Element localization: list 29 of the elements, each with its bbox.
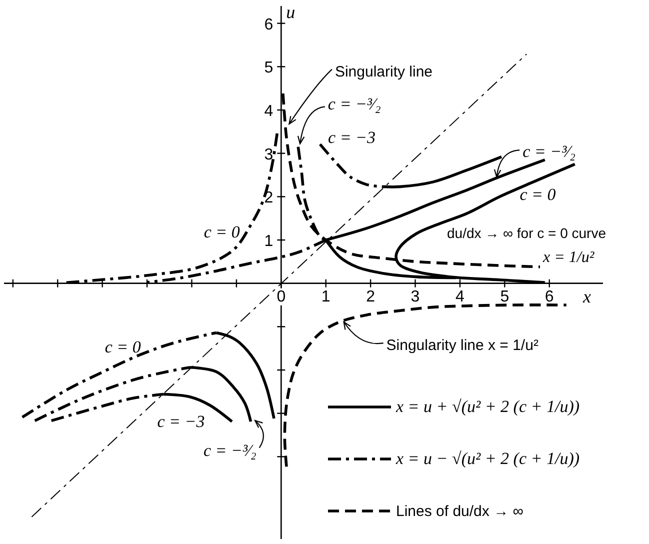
legend-label: x = u − √(u² + 2 (c + 1/u)) xyxy=(395,449,580,468)
annotation: du/dx → ∞ for c = 0 curve xyxy=(447,225,606,241)
x-tick-label: 1 xyxy=(321,288,330,306)
annotation: Singularity line xyxy=(334,63,433,80)
legend-label: Lines of du/dx → ∞ xyxy=(396,503,524,520)
annotation: c = 0 xyxy=(104,338,142,357)
y-tick-label: 4 xyxy=(264,103,274,120)
annotation: Singularity line x = 1/u² xyxy=(386,337,538,354)
y-tick-label: 1 xyxy=(264,233,274,250)
annotation: c = −³⁄₂ xyxy=(328,94,381,114)
x-tick-label: 3 xyxy=(410,288,420,306)
x-tick-label: 0 xyxy=(276,288,286,306)
y-tick-label: 3 xyxy=(264,146,274,164)
annotation: c = −³⁄₂ xyxy=(203,440,256,460)
x-axis-title: x xyxy=(582,286,591,306)
y-tick-label: 6 xyxy=(264,16,274,34)
y-axis-title: u xyxy=(286,2,296,22)
annotation: c = 0 xyxy=(520,185,556,204)
x-tick-label: 5 xyxy=(500,288,510,306)
annotation: c = 0 xyxy=(204,222,240,242)
annotation: c = −³⁄₂ xyxy=(522,142,576,162)
annotation: c = −3 xyxy=(157,412,205,431)
annotation: x = 1/u² xyxy=(542,248,596,266)
legend-label: x = u + √(u² + 2 (c + 1/u)) xyxy=(395,397,580,416)
y-tick-label: 5 xyxy=(264,60,274,77)
x-tick-label: 2 xyxy=(366,288,376,306)
x-tick-label: 6 xyxy=(544,288,554,306)
annotation: c = −3 xyxy=(328,128,376,148)
x-tick-label: 4 xyxy=(456,288,464,306)
